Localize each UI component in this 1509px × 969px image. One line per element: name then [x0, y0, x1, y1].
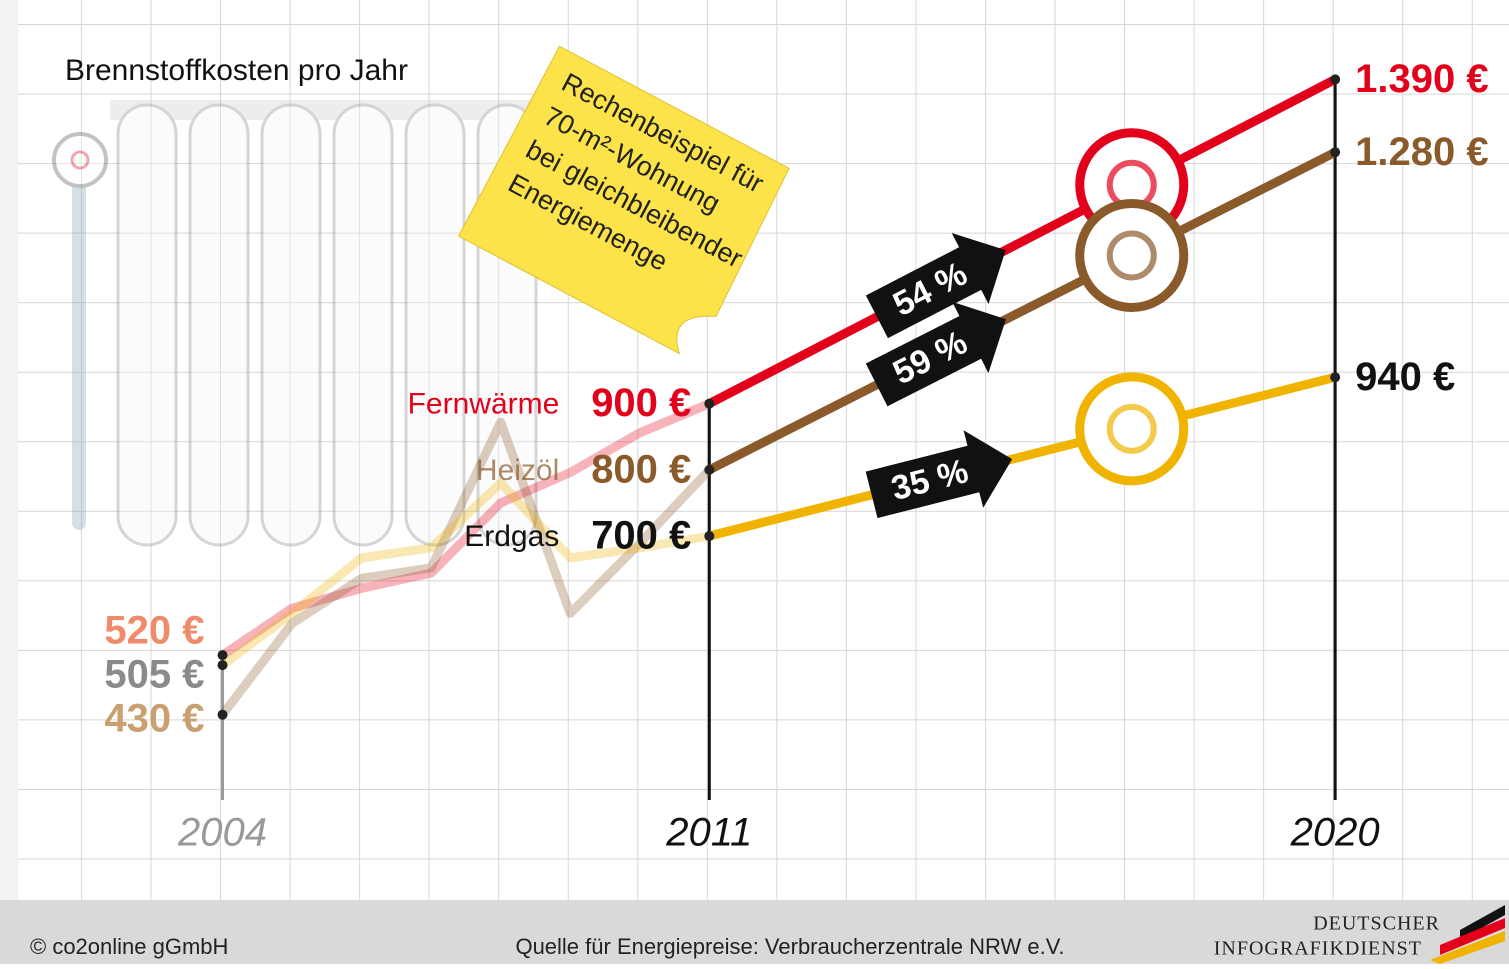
point: [1330, 74, 1341, 85]
source: Quelle für Energiepreise: Verbraucherzen…: [515, 934, 1064, 959]
logo-line: INFOGRAFIKDIENST: [1214, 938, 1422, 960]
value-label: 520 €: [104, 609, 204, 653]
footer-band: [0, 900, 1509, 964]
point: [704, 398, 715, 409]
projection-line: [707, 75, 1338, 408]
point: [217, 709, 228, 720]
logo-stripes: [1430, 905, 1505, 964]
icon: [1075, 198, 1189, 312]
left-edge: [0, 0, 18, 900]
change-arrow: 54 %: [865, 233, 1006, 339]
value-label: 800 €: [591, 447, 691, 491]
x-tick-label: 2011: [665, 811, 752, 855]
icon: [1075, 372, 1189, 486]
value-label: 900 €: [591, 381, 691, 425]
series-name: Fernwärme: [408, 388, 560, 421]
arrow-shape: [865, 233, 1006, 339]
value-label: 700 €: [591, 514, 691, 558]
point: [704, 464, 715, 475]
point: [217, 650, 228, 661]
history-line: [219, 478, 711, 669]
point: [1330, 372, 1341, 383]
chart-title: Brennstoffkosten pro Jahr: [65, 54, 408, 87]
projection-line: [707, 148, 1338, 474]
point: [1330, 147, 1341, 158]
x-tick-label: 2004: [177, 811, 267, 855]
arrow-shape: [865, 301, 1006, 407]
x-tick-label: 2020: [1290, 811, 1380, 855]
copyright: © co2online gGmbH: [30, 934, 228, 959]
icon-inner: [1106, 403, 1157, 454]
history-line: [218, 417, 713, 718]
point: [217, 660, 228, 671]
history-line: [220, 399, 712, 659]
projection-line: [708, 372, 1337, 541]
point: [704, 531, 715, 542]
radiator: [52, 100, 550, 547]
value-label: 430 €: [104, 696, 204, 740]
value-label: 505 €: [104, 653, 204, 697]
value-label: 940 €: [1355, 355, 1455, 399]
value-label: 1.390 €: [1355, 57, 1488, 101]
series-name: Heizöl: [476, 454, 559, 487]
icon-inner: [1106, 230, 1157, 281]
value-label: 1.280 €: [1355, 130, 1488, 174]
series-name: Erdgas: [464, 520, 559, 553]
arrow-shape: [865, 430, 1013, 519]
sticky-note: [457, 45, 790, 355]
logo-line: DEUTSCHER: [1313, 913, 1440, 935]
